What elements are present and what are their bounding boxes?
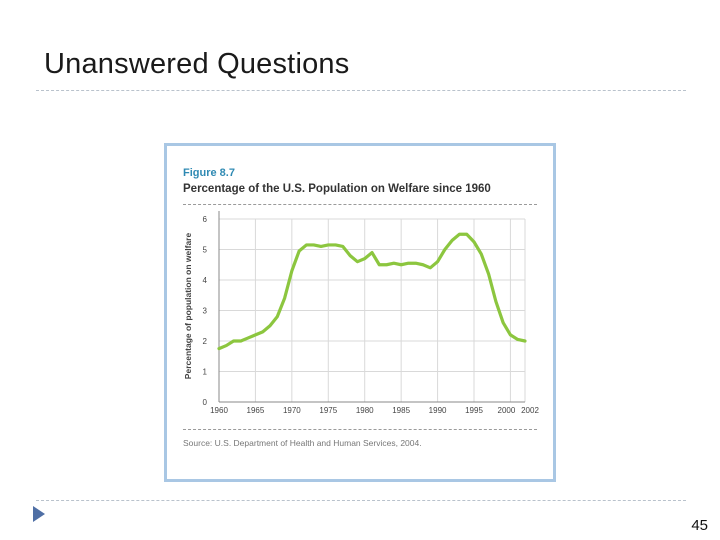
y-tick-labels: 0 1 2 3 4 5 6 xyxy=(203,215,208,407)
figure-top-rule xyxy=(183,204,537,205)
x-tick-label: 1960 xyxy=(210,406,228,415)
figure-label: Figure 8.7 xyxy=(183,167,235,179)
y-axis-label: Percentage of population on welfare xyxy=(183,233,193,380)
x-tick-label: 1980 xyxy=(356,406,374,415)
y-tick-label: 6 xyxy=(203,215,208,224)
next-slide-arrow-icon[interactable] xyxy=(33,506,45,522)
y-tick-label: 0 xyxy=(203,398,208,407)
series-line-welfare xyxy=(217,232,527,351)
chart-series xyxy=(217,232,527,351)
y-tick-label: 2 xyxy=(203,337,208,346)
x-tick-label: 1970 xyxy=(283,406,301,415)
x-tick-label: 1965 xyxy=(247,406,265,415)
page-number: 45 xyxy=(691,517,708,534)
footer-divider xyxy=(36,500,686,501)
slide-title: Unanswered Questions xyxy=(44,48,350,80)
x-tick-label: 1985 xyxy=(392,406,410,415)
x-tick-label: 1995 xyxy=(465,406,483,415)
y-tick-label: 1 xyxy=(203,368,208,377)
y-tick-label: 5 xyxy=(203,246,208,255)
x-tick-label: 1975 xyxy=(319,406,337,415)
x-tick-label: 2000 xyxy=(498,406,516,415)
y-tick-label: 3 xyxy=(203,307,208,316)
chart-title: Percentage of the U.S. Population on Wel… xyxy=(183,183,491,195)
figure-frame: Figure 8.7 Percentage of the U.S. Popula… xyxy=(164,143,556,482)
x-tick-label: 2002 xyxy=(521,406,539,415)
x-tick-label: 1990 xyxy=(429,406,447,415)
welfare-line-chart: 0 1 2 3 4 5 6 1960 1965 1970 1975 1980 1985 1990 1995… xyxy=(183,211,539,415)
chart-grid xyxy=(219,218,526,402)
source-note: Source: U.S. Department of Health and Hu… xyxy=(183,438,422,448)
title-divider xyxy=(36,90,686,91)
figure-bottom-rule xyxy=(183,429,537,430)
x-tick-labels: 1960 1965 1970 1975 1980 1985 1990 1995 2000 2002 xyxy=(210,406,539,415)
chart-axes xyxy=(218,211,525,403)
y-tick-label: 4 xyxy=(203,276,208,285)
